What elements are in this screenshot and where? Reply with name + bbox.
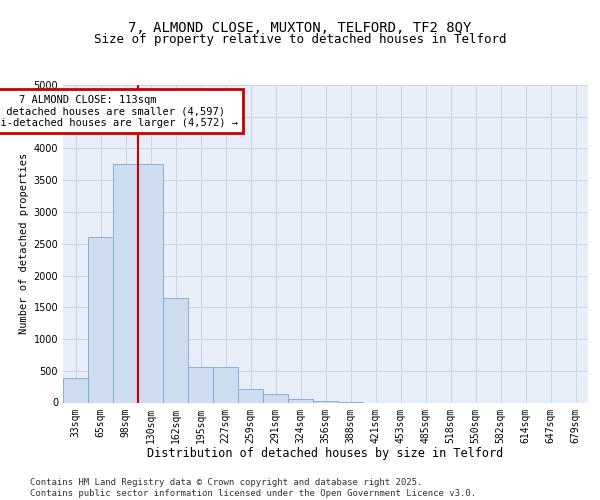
Bar (163, 298, 188, 403)
Text: Contains HM Land Registry data © Crown copyright and database right 2025.
Contai: Contains HM Land Registry data © Crown c… (30, 478, 476, 498)
Bar (289, 398, 313, 402)
Bar (238, 388, 263, 402)
X-axis label: Distribution of detached houses by size in Telford: Distribution of detached houses by size … (148, 447, 503, 460)
Bar (64, 378, 88, 402)
Text: 7 ALMOND CLOSE: 113sqm
← 49% of detached houses are smaller (4,597)
49% of semi-: 7 ALMOND CLOSE: 113sqm ← 49% of detached… (0, 94, 238, 128)
Bar (139, 164, 163, 402)
Y-axis label: Number of detached properties: Number of detached properties (19, 153, 29, 334)
Text: 7, ALMOND CLOSE, MUXTON, TELFORD, TF2 8QY: 7, ALMOND CLOSE, MUXTON, TELFORD, TF2 8Q… (128, 21, 472, 35)
Bar (313, 401, 338, 402)
Bar (214, 367, 238, 402)
Bar (88, 238, 113, 402)
Text: Size of property relative to detached houses in Telford: Size of property relative to detached ho… (94, 32, 506, 46)
Bar (263, 394, 287, 402)
Bar (113, 164, 137, 402)
Bar (188, 367, 212, 402)
